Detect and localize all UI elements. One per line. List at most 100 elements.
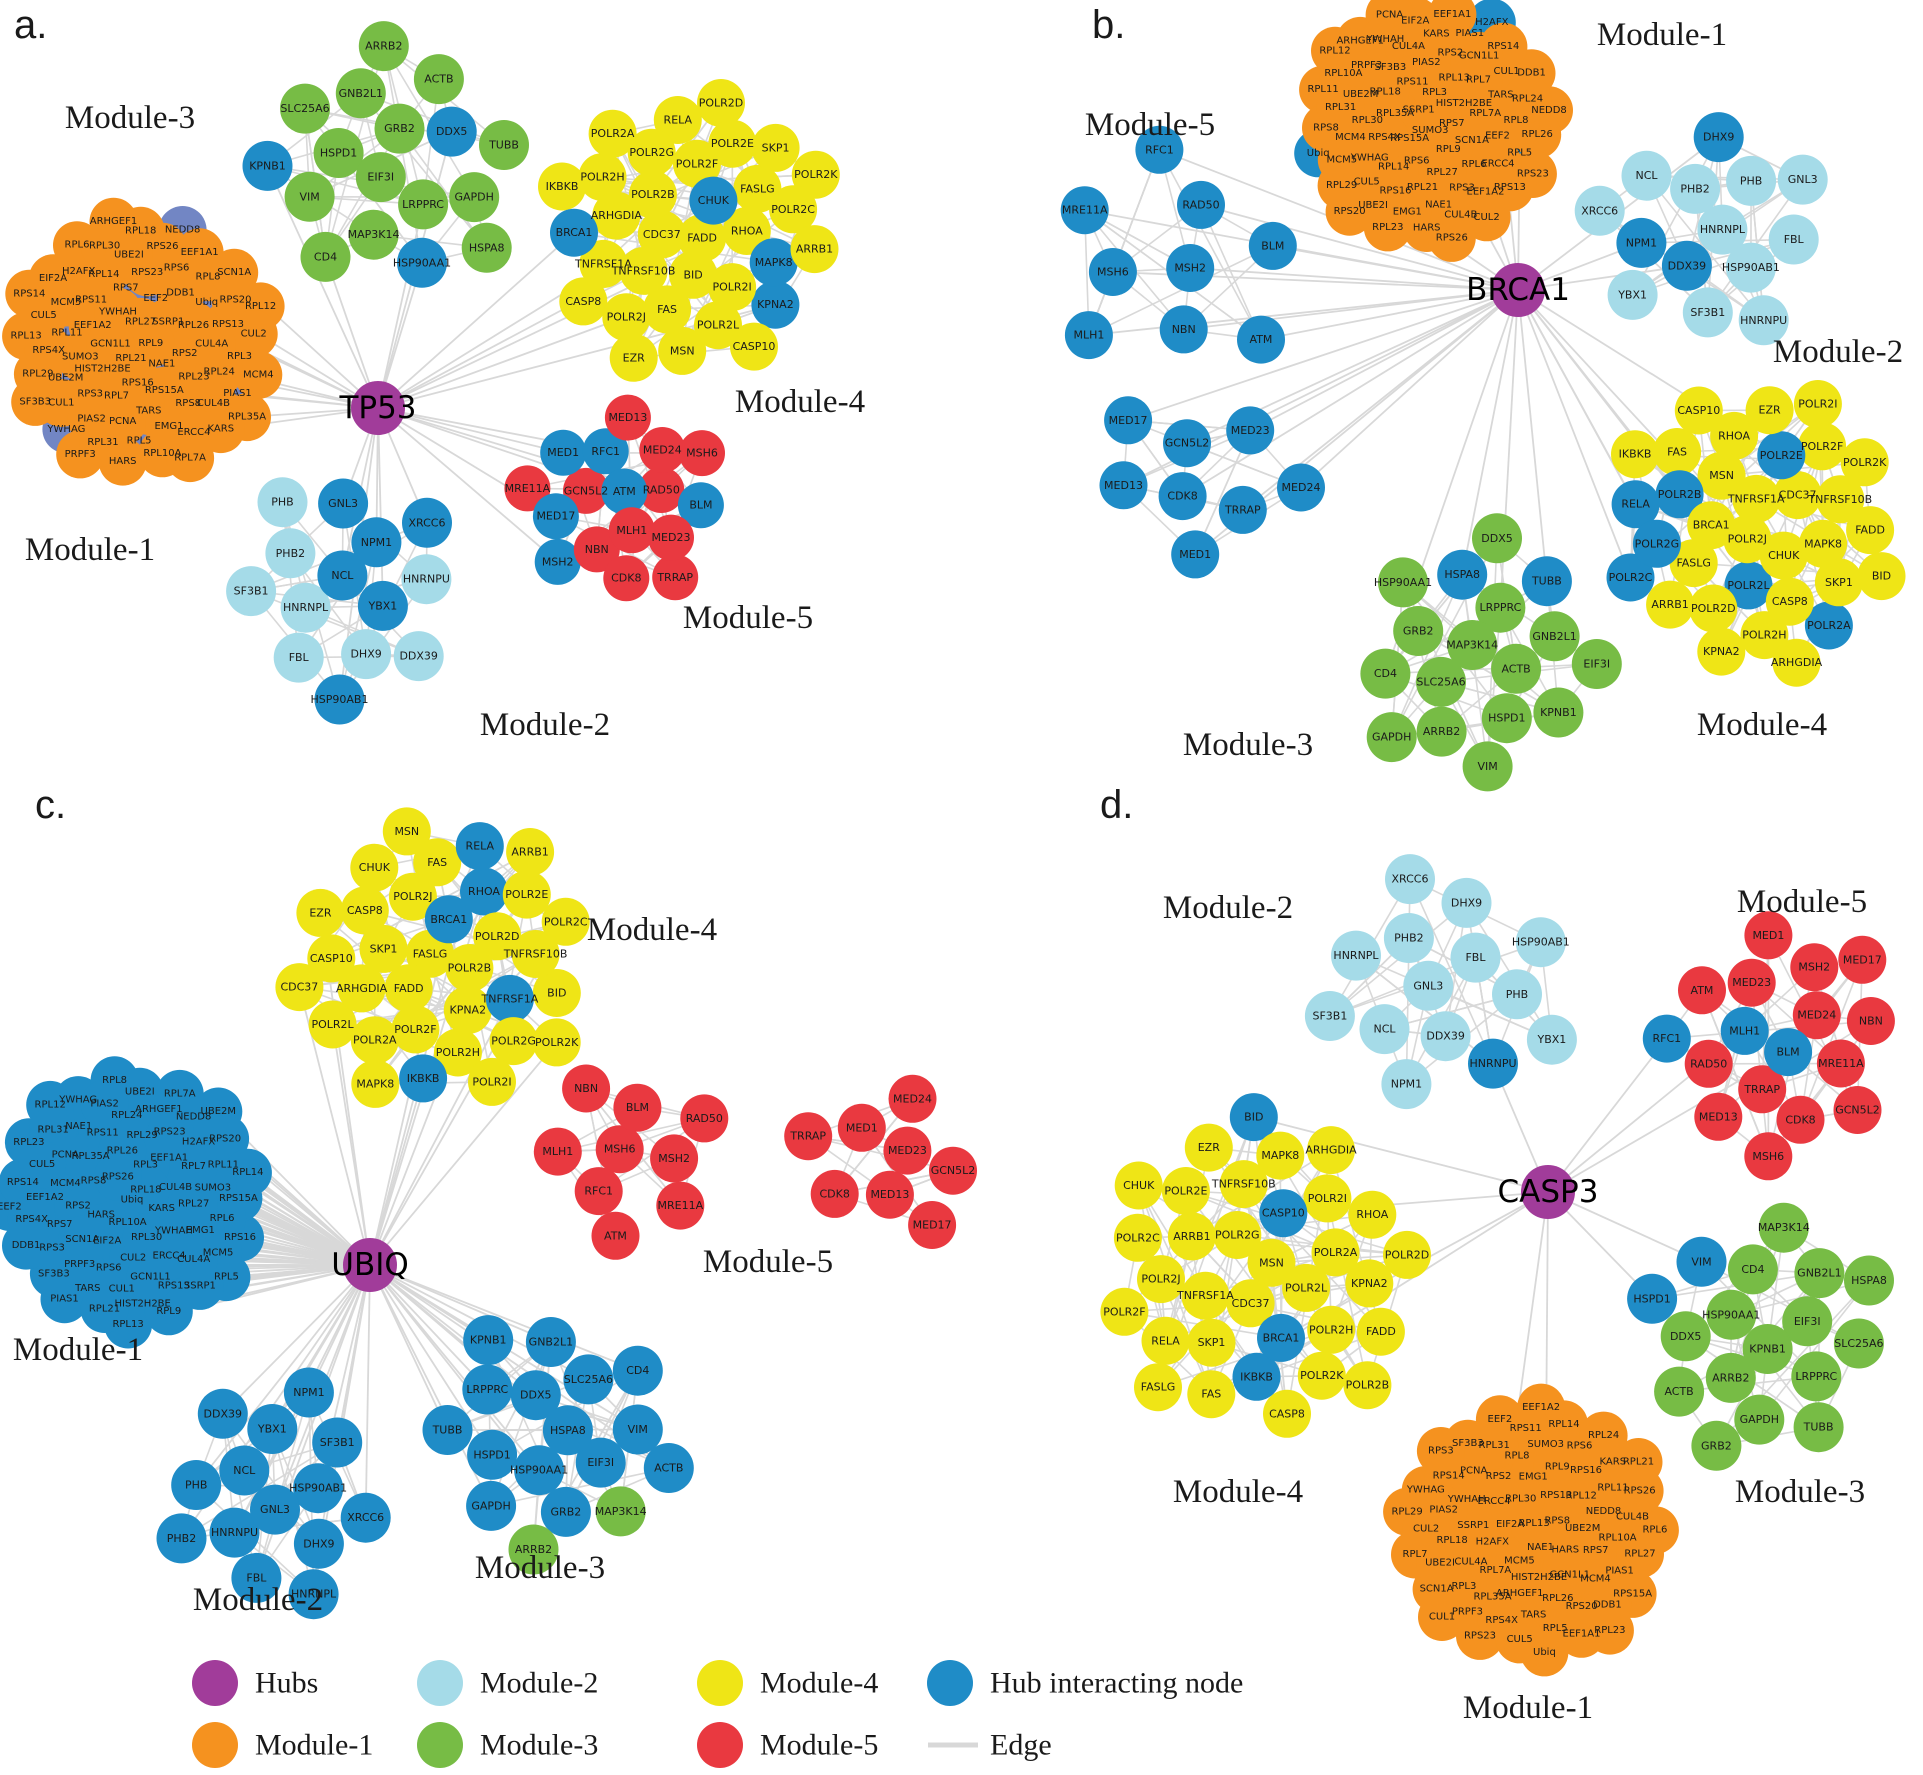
node-NBN[interactable] <box>1159 305 1208 354</box>
node-BLM[interactable] <box>613 1083 662 1132</box>
node-MED13[interactable] <box>1694 1092 1743 1141</box>
node-MED24[interactable] <box>639 427 686 473</box>
node-POLR2I[interactable] <box>468 1057 516 1106</box>
node-POLR2D[interactable] <box>1383 1230 1431 1279</box>
node-EIF3I[interactable] <box>355 152 406 203</box>
node-GRB2[interactable] <box>374 103 425 154</box>
node-YBX1[interactable] <box>1607 269 1658 320</box>
node-DDX39[interactable] <box>1661 240 1712 291</box>
node-POLR2A[interactable] <box>350 1016 399 1065</box>
node-POLR2K[interactable] <box>791 150 840 199</box>
node-DHX9[interactable] <box>341 629 392 680</box>
node-CDK8[interactable] <box>1776 1095 1825 1144</box>
node-BLM[interactable] <box>1764 1028 1813 1077</box>
node-MLH1[interactable] <box>1720 1006 1769 1055</box>
node-POLR2H[interactable] <box>433 1028 482 1077</box>
node-TNFRSF1A[interactable] <box>485 974 534 1023</box>
node-RPL7A[interactable] <box>1471 1546 1520 1595</box>
node-HNRNPL[interactable] <box>288 1569 339 1620</box>
node-MAPK8[interactable] <box>351 1059 400 1108</box>
node-RELA[interactable] <box>653 96 702 144</box>
node-TRRAP[interactable] <box>784 1112 833 1161</box>
node-NPM1[interactable] <box>1381 1059 1432 1110</box>
node-CHUK[interactable] <box>1759 531 1808 580</box>
node-POLR2C[interactable] <box>541 897 590 946</box>
node-RHOA[interactable] <box>1348 1190 1397 1239</box>
node-MED1[interactable] <box>1171 530 1220 579</box>
node-MCM4[interactable] <box>234 350 283 399</box>
node-HNRNPL[interactable] <box>1697 204 1748 255</box>
node-CDK8[interactable] <box>1158 472 1207 521</box>
node-MED24[interactable] <box>888 1074 937 1123</box>
node-RELA[interactable] <box>1141 1316 1190 1365</box>
node-RPL9[interactable] <box>1533 1443 1582 1492</box>
node-MSH2[interactable] <box>534 538 581 585</box>
node-RFC1[interactable] <box>574 1167 623 1216</box>
node-VIM[interactable] <box>1676 1236 1727 1287</box>
node-EIF3I[interactable] <box>1571 639 1622 689</box>
node-FASLG[interactable] <box>1669 539 1718 588</box>
node-HSP90AB1[interactable] <box>314 674 365 725</box>
node-POLR2J[interactable] <box>1137 1255 1185 1304</box>
node-POLR2C[interactable] <box>769 185 818 234</box>
node-DDX5[interactable] <box>510 1370 561 1421</box>
node-CD4[interactable] <box>612 1345 663 1396</box>
node-GCN5L2[interactable] <box>563 467 609 514</box>
node-RELA[interactable] <box>455 822 504 871</box>
node-GRB2[interactable] <box>1393 606 1444 656</box>
node-RPL31[interactable] <box>1470 1421 1519 1470</box>
node-MED23[interactable] <box>1226 406 1275 455</box>
node-SLC25A6[interactable] <box>563 1354 614 1405</box>
node-HSP90AB1[interactable] <box>1725 242 1776 293</box>
node-POLR2E[interactable] <box>502 870 551 919</box>
node-CHUK[interactable] <box>350 843 399 892</box>
node-KPNB1[interactable] <box>463 1315 514 1366</box>
node-PIAS2[interactable] <box>1419 1486 1468 1535</box>
node-LRPPRC[interactable] <box>1475 582 1526 633</box>
node-EIF3I[interactable] <box>1782 1296 1833 1347</box>
node-RAD50[interactable] <box>1684 1039 1733 1088</box>
node-CDC37[interactable] <box>1226 1279 1275 1328</box>
node-RPS4X[interactable] <box>1360 113 1409 162</box>
node-RPS20[interactable] <box>201 1114 250 1163</box>
node-MRE11A[interactable] <box>1060 186 1109 235</box>
node-LRPPRC[interactable] <box>398 179 449 230</box>
node-RFC1[interactable] <box>1642 1014 1691 1063</box>
node-SF3B1[interactable] <box>312 1417 363 1468</box>
node-POLR2B[interactable] <box>445 944 494 992</box>
node-CASP10[interactable] <box>307 934 356 983</box>
node-VIM[interactable] <box>1462 741 1513 792</box>
node-CASP10[interactable] <box>1674 386 1723 435</box>
node-ARRB2[interactable] <box>1416 706 1467 757</box>
node-BLM[interactable] <box>677 482 724 529</box>
node-HNRNPU[interactable] <box>209 1507 260 1558</box>
node-FAS[interactable] <box>413 838 462 887</box>
node-CDK8[interactable] <box>810 1169 859 1218</box>
node-IKBKB[interactable] <box>1232 1352 1281 1401</box>
node-ARRB1[interactable] <box>506 828 555 876</box>
node-MSN[interactable] <box>658 326 707 375</box>
node-MAP3K14[interactable] <box>1758 1202 1809 1253</box>
node-GRB2[interactable] <box>540 1486 591 1537</box>
node-ARHGDIA[interactable] <box>592 191 641 240</box>
node-MED1[interactable] <box>837 1103 886 1152</box>
node-POLR2J[interactable] <box>602 293 651 342</box>
node-ARRB2[interactable] <box>1705 1352 1756 1403</box>
node-XRCC6[interactable] <box>1574 185 1625 236</box>
node-POLR2F[interactable] <box>673 139 721 188</box>
node-KPNA2[interactable] <box>751 280 800 329</box>
node-RPL27[interactable] <box>169 1180 218 1229</box>
node-CD4[interactable] <box>1360 648 1411 699</box>
node-POLR2C[interactable] <box>1113 1213 1162 1262</box>
node-MED24[interactable] <box>1792 991 1841 1040</box>
node-NCL[interactable] <box>317 550 368 601</box>
node-FASLG[interactable] <box>733 164 782 213</box>
node-PHB[interactable] <box>171 1460 222 1510</box>
node-MAP3K14[interactable] <box>595 1486 646 1537</box>
node-MSN[interactable] <box>1697 451 1746 500</box>
node-RPS26[interactable] <box>1427 213 1476 262</box>
node-POLR2J[interactable] <box>1723 515 1772 564</box>
node-CHUK[interactable] <box>689 176 738 225</box>
node-MLH1[interactable] <box>608 507 655 554</box>
node-DDX39[interactable] <box>197 1388 248 1439</box>
